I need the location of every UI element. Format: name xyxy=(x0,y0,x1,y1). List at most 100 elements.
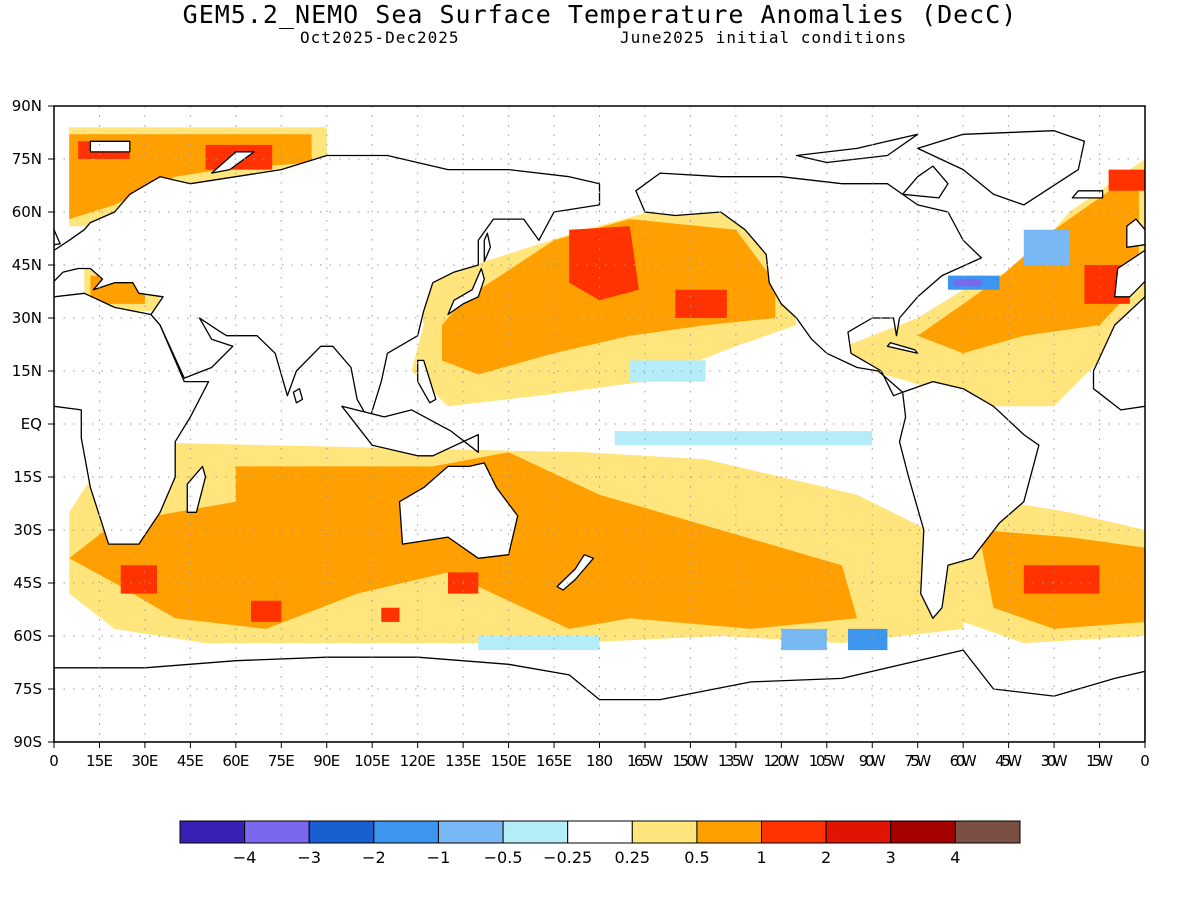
lat-tick-label: 30N xyxy=(12,309,42,327)
colorbar-label: 0.25 xyxy=(614,848,650,867)
colorbar-swatch xyxy=(631,820,698,844)
anomaly-region-weak_cool xyxy=(614,431,873,446)
colorbar-swatch xyxy=(437,820,504,844)
land-arctic-islands xyxy=(795,133,919,164)
lon-tick-label: 0 xyxy=(1140,752,1150,770)
anomaly-region-hot xyxy=(381,607,400,622)
anomaly-region-hot xyxy=(675,289,727,318)
colorbar-swatch xyxy=(954,820,1021,844)
lon-tick-label: 45E xyxy=(177,752,204,770)
land-uk-wrap xyxy=(1126,218,1145,248)
lat-tick-label: 75N xyxy=(12,150,42,168)
lon-tick-label: 120E xyxy=(400,752,436,770)
lat-tick-label: 15N xyxy=(12,362,42,380)
lat-tick-label: 45S xyxy=(13,574,42,592)
lat-tick-label: 60N xyxy=(12,203,42,221)
land-indonesia xyxy=(341,405,479,457)
longitude-tick-labels: 0 15E 30E 45E 60E 75E 90E 105E 120E 135E 150E 165E 1… xyxy=(49,742,1150,770)
land-madagascar xyxy=(186,465,207,513)
colorbar-swatch xyxy=(244,820,310,844)
lon-tick-label: 105E xyxy=(354,752,390,770)
land-iceland-wrap xyxy=(1071,190,1104,199)
land-north-america xyxy=(635,172,983,397)
land-cuba xyxy=(886,342,919,354)
lon-tick-label: 120W xyxy=(763,752,799,770)
lat-tick-label: 30S xyxy=(13,521,42,539)
lon-tick-label: 165E xyxy=(536,752,572,770)
land-africa xyxy=(54,292,210,545)
colorbar-swatch xyxy=(308,820,375,844)
land-novaya-zemlya xyxy=(210,151,255,174)
lon-tick-label: 60E xyxy=(222,752,249,770)
land-australia xyxy=(398,462,519,559)
lon-tick-label: 30W xyxy=(1041,752,1068,770)
lon-tick-label: 0 xyxy=(49,752,59,770)
anomaly-region-hot xyxy=(1108,169,1145,191)
lat-tick-label: 90S xyxy=(13,733,42,751)
land-sakhalin xyxy=(483,232,492,263)
lat-tick-label: 60S xyxy=(13,627,42,645)
anomaly-region-hot xyxy=(1023,565,1100,594)
colorbar-label: −0.25 xyxy=(543,848,592,867)
chart-subtitle-init: June2025 initial conditions xyxy=(620,28,908,47)
lon-tick-label: 135W xyxy=(718,752,754,770)
land-svalbard xyxy=(89,140,131,153)
land-antarctica xyxy=(54,649,1145,742)
lon-tick-label: 180 xyxy=(586,752,613,770)
lon-tick-label: 60W xyxy=(950,752,977,770)
lat-tick-label: 75S xyxy=(13,680,42,698)
colorbar-label: 4 xyxy=(950,848,960,867)
land-japan xyxy=(447,267,485,316)
lon-tick-label: 135E xyxy=(445,752,481,770)
colorbar-swatch xyxy=(179,820,246,844)
colorbar-swatch xyxy=(761,820,827,844)
land-south-america xyxy=(898,380,1040,619)
anomaly-region-cool xyxy=(781,628,827,651)
anomaly-shading xyxy=(69,127,1145,651)
colorbar-label: −4 xyxy=(233,848,257,867)
anomaly-region-very_cold xyxy=(954,279,982,287)
lat-tick-label: EQ xyxy=(21,415,42,433)
anomaly-region-weak_cool xyxy=(478,636,600,651)
colorbar: −4 −3 −2 −1 −0.5 −0.25 0.25 0.5 1 2 3 4 xyxy=(179,820,1021,867)
lon-tick-label: 30E xyxy=(131,752,158,770)
land-new-zealand xyxy=(556,554,595,591)
grid-lines xyxy=(54,106,1145,742)
land-eurasia-wrap xyxy=(1114,249,1145,298)
colorbar-label: −2 xyxy=(362,848,386,867)
colorbar-swatch xyxy=(696,820,763,844)
lon-tick-label: 15E xyxy=(86,752,113,770)
lat-tick-label: 90N xyxy=(12,97,42,115)
colorbar-swatch xyxy=(890,820,956,844)
colorbar-label: −3 xyxy=(297,848,321,867)
anomaly-region-hot xyxy=(569,226,639,301)
colorbar-swatch xyxy=(567,820,633,844)
colorbar-swatch xyxy=(502,820,569,844)
lon-tick-label: 105W xyxy=(809,752,845,770)
lat-tick-label: 15S xyxy=(13,468,42,486)
anomaly-region-hot xyxy=(120,565,157,594)
lon-tick-label: 150W xyxy=(672,752,708,770)
lon-tick-label: 90W xyxy=(859,752,886,770)
land-baffin xyxy=(901,165,949,199)
land-uk xyxy=(54,228,61,246)
lon-tick-label: 45W xyxy=(995,752,1022,770)
chart-title: GEM5.2_NEMO Sea Surface Temperature Anom… xyxy=(182,0,1018,29)
lon-tick-label: 75W xyxy=(904,752,931,770)
colorbar-swatch xyxy=(825,820,892,844)
colorbar-label: 2 xyxy=(821,848,831,867)
colorbar-label: −0.5 xyxy=(484,848,523,867)
anomaly-region-cool xyxy=(1023,229,1070,265)
colorbar-label: 0.5 xyxy=(684,848,709,867)
anomaly-region-weak_cool xyxy=(629,360,706,382)
lon-tick-label: 75E xyxy=(268,752,295,770)
lon-tick-label: 90E xyxy=(313,752,340,770)
land-sri-lanka xyxy=(292,388,304,404)
colorbar-label: 1 xyxy=(756,848,766,867)
colorbar-swatch xyxy=(373,820,439,844)
anomaly-region-cold xyxy=(848,628,888,651)
land-philippines xyxy=(417,359,437,404)
lon-tick-label: 165W xyxy=(627,752,663,770)
colorbar-label: 3 xyxy=(886,848,896,867)
